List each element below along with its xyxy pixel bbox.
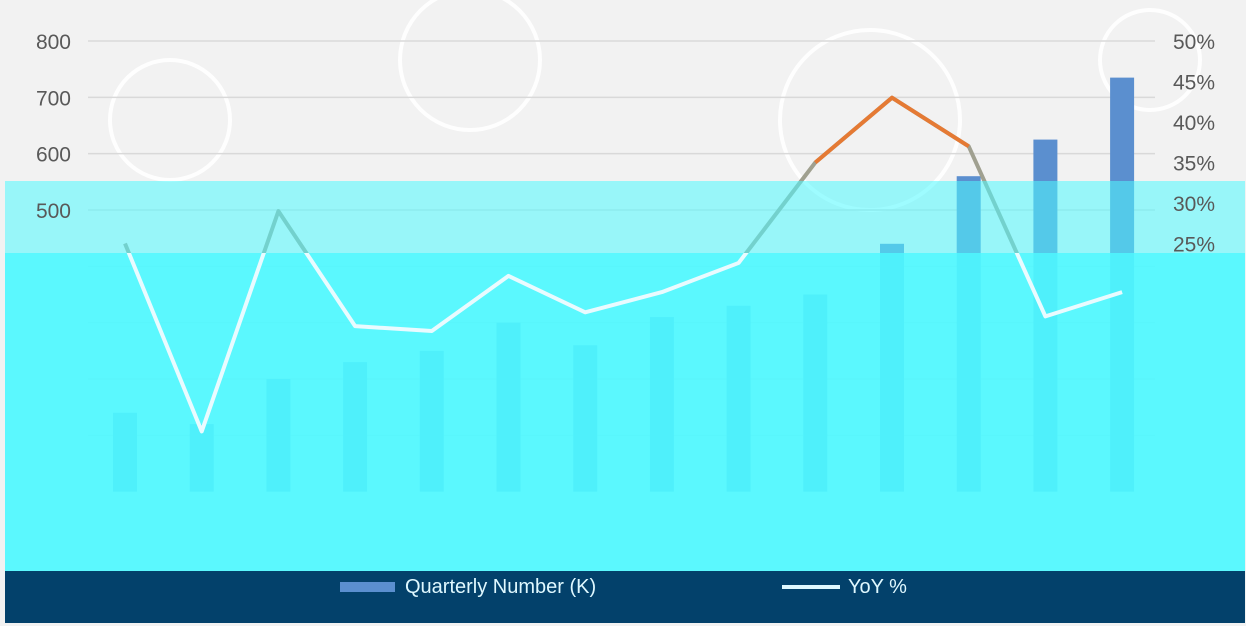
legend-bar	[5, 571, 1245, 623]
right-tick-label: 45%	[1173, 72, 1215, 95]
line-series-overlay	[126, 253, 1123, 434]
line-path-lower	[126, 253, 1123, 434]
legend-label-line: YoY %	[848, 576, 907, 598]
left-tick-label: 500	[36, 200, 71, 223]
legend-label-bars: Quarterly Number (K)	[405, 576, 596, 598]
right-tick-label: 35%	[1173, 153, 1215, 176]
right-axis: 50% 45% 40% 35% 30% 25%	[1173, 31, 1215, 257]
right-tick-label: 40%	[1173, 112, 1215, 135]
line-path-highlight	[814, 95, 970, 165]
right-tick-label: 25%	[1173, 234, 1215, 257]
right-tick-label: 30%	[1173, 193, 1215, 216]
legend: Quarterly Number (K) YoY %	[340, 576, 907, 598]
left-tick-label: 600	[36, 144, 71, 167]
overlay-band-upper	[5, 181, 1245, 253]
overlay-band-main	[5, 253, 1245, 580]
left-tick-label: 800	[36, 31, 71, 54]
left-tick-label: 700	[36, 87, 71, 110]
right-tick-label: 50%	[1173, 31, 1215, 54]
left-axis: 800 700 600 500	[36, 31, 71, 223]
